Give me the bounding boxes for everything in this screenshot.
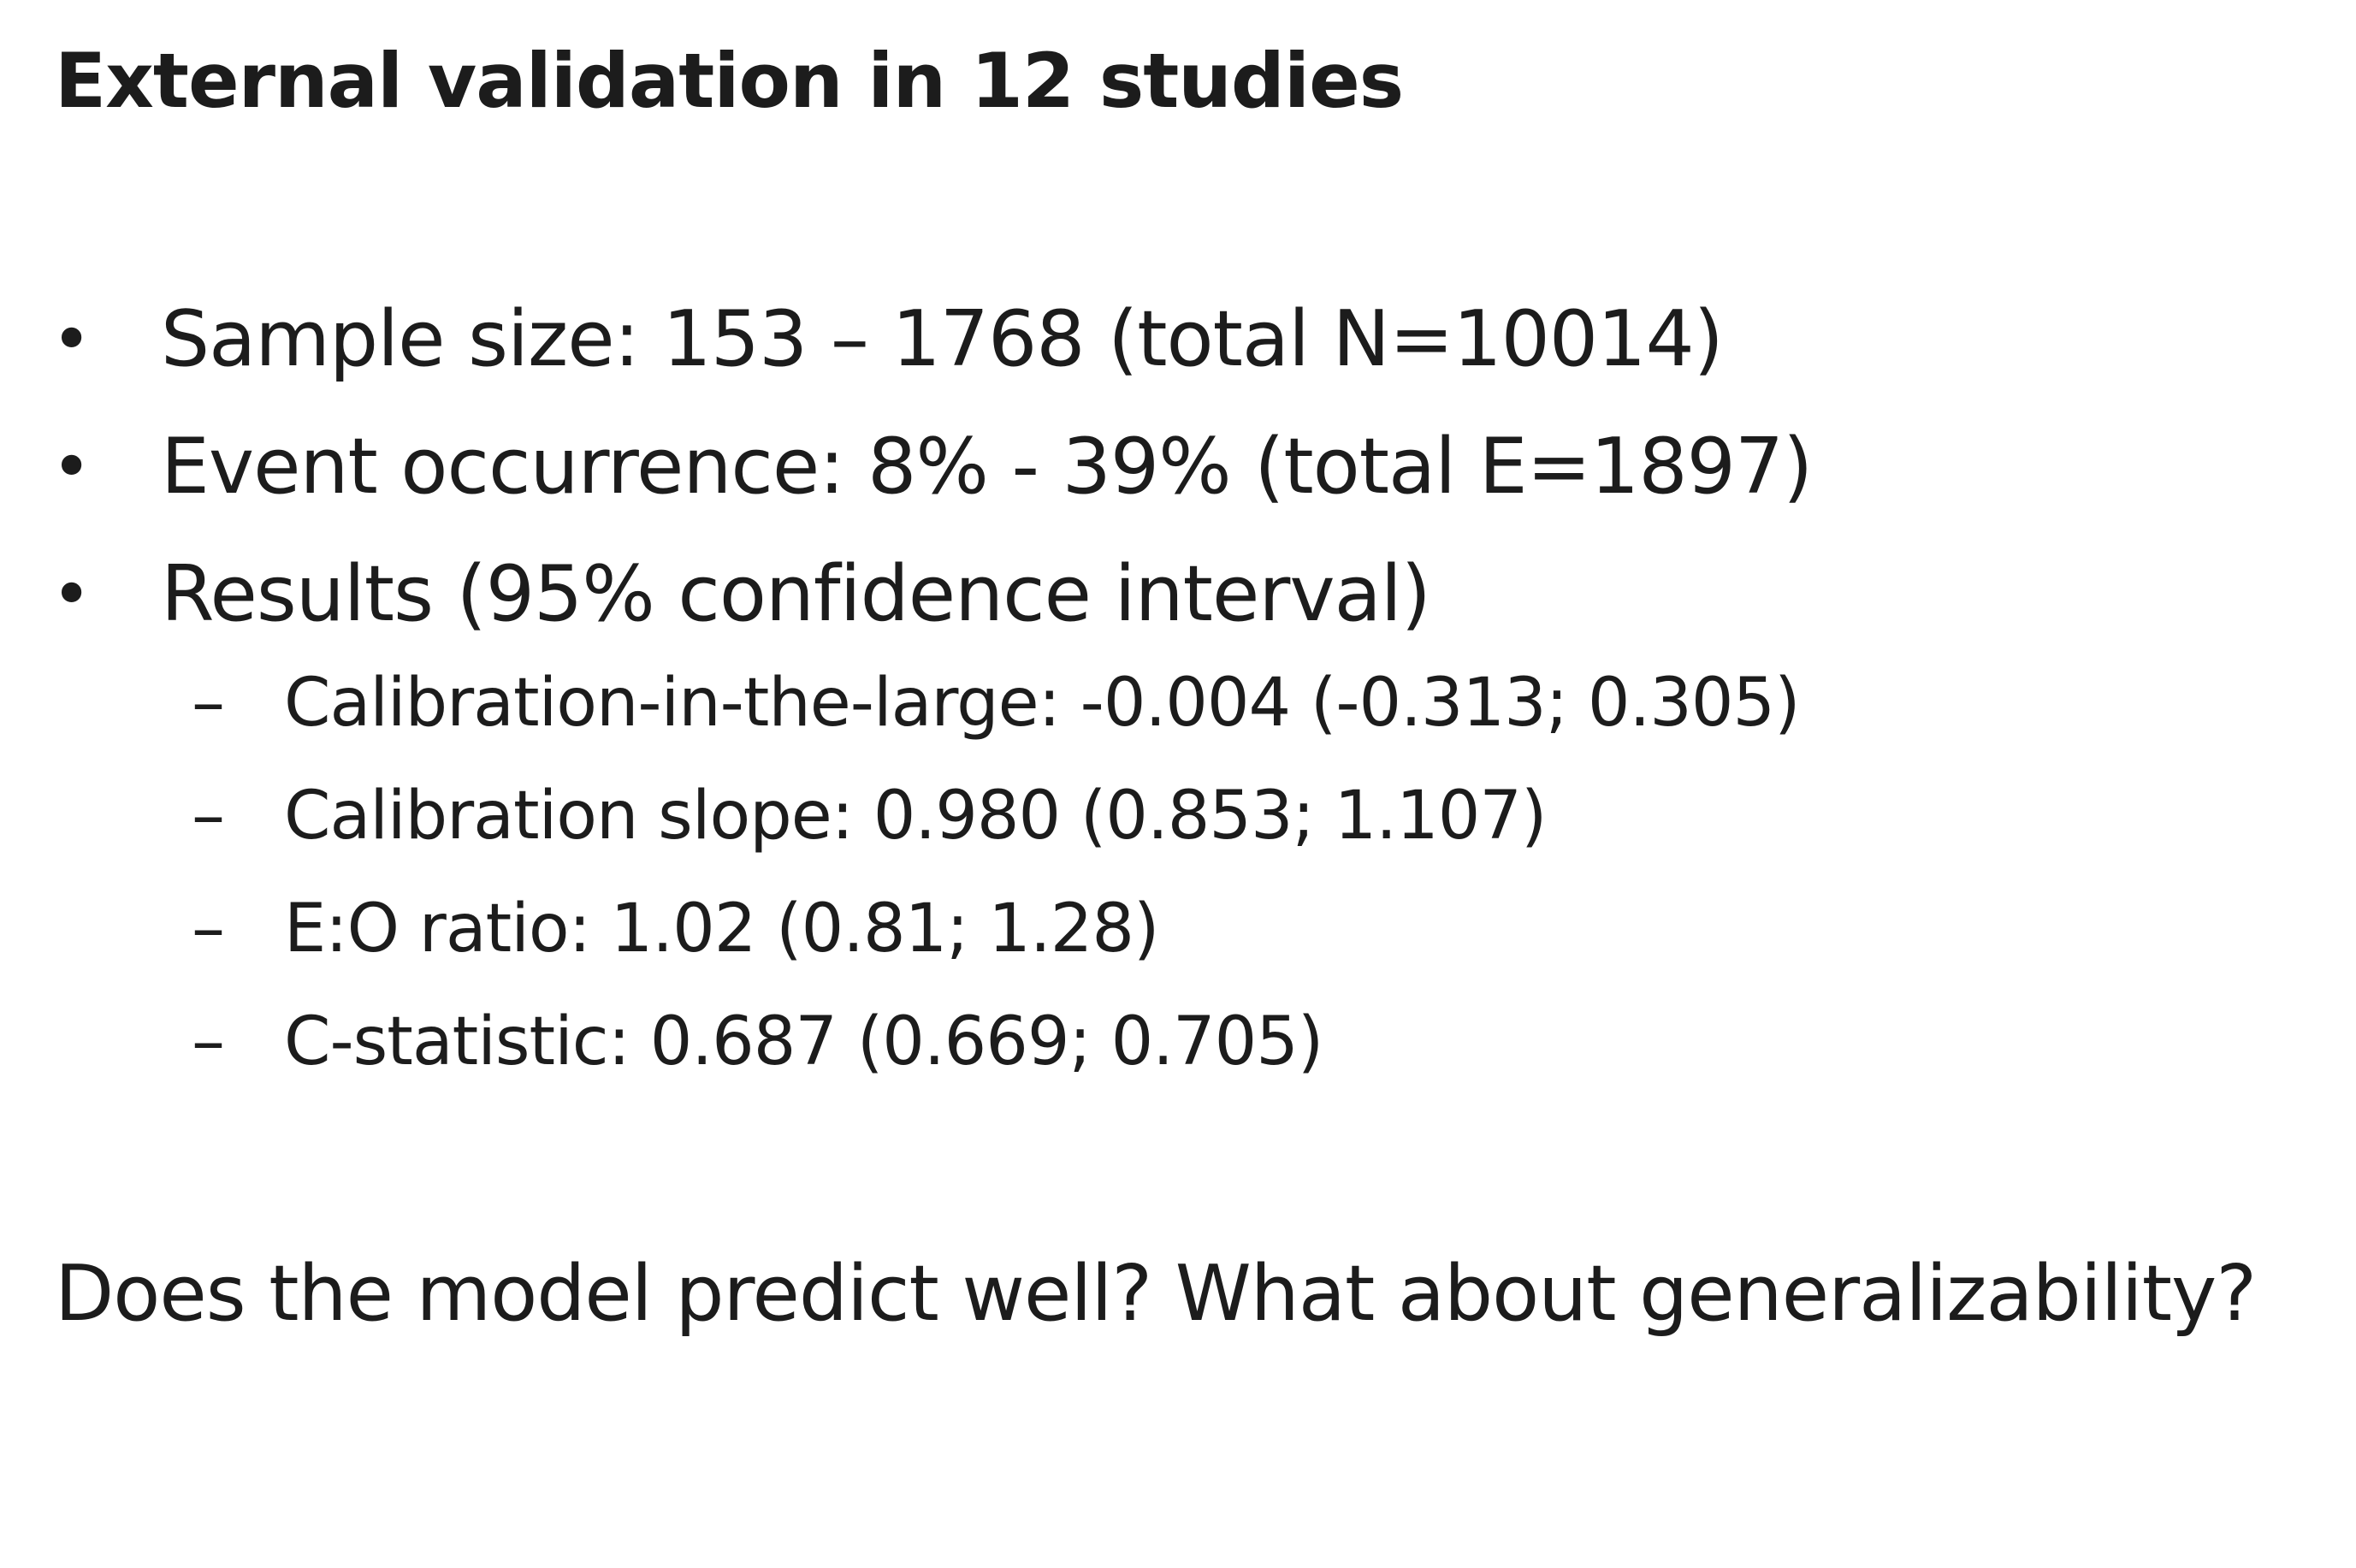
dash-marker: – [192, 1003, 225, 1080]
bullet-text: Event occurrence: 8% - 39% (total E=1897… [161, 422, 1813, 512]
dash-marker: – [192, 778, 225, 855]
dash-marker: – [192, 891, 225, 967]
bullet-marker: • [51, 554, 92, 634]
sub-item-text: E:O ratio: 1.02 (0.81; 1.28) [284, 891, 1159, 967]
bullet-text: Sample size: 153 – 1768 (total N=10014) [161, 294, 1724, 384]
sub-item-text: Calibration-in-the-large: -0.004 (-0.313… [284, 665, 1801, 742]
slide-title: External validation in 12 studies [55, 37, 1404, 125]
bullet-marker: • [51, 427, 92, 506]
dash-marker: – [192, 665, 225, 742]
sub-item-text: C-statistic: 0.687 (0.669; 0.705) [284, 1003, 1323, 1080]
sub-item-text: Calibration slope: 0.980 (0.853; 1.107) [284, 778, 1547, 855]
bullet-text: Results (95% confidence interval) [161, 549, 1431, 639]
closing-question: Does the model predict well? What about … [55, 1249, 2257, 1339]
bullet-marker: • [51, 299, 92, 379]
